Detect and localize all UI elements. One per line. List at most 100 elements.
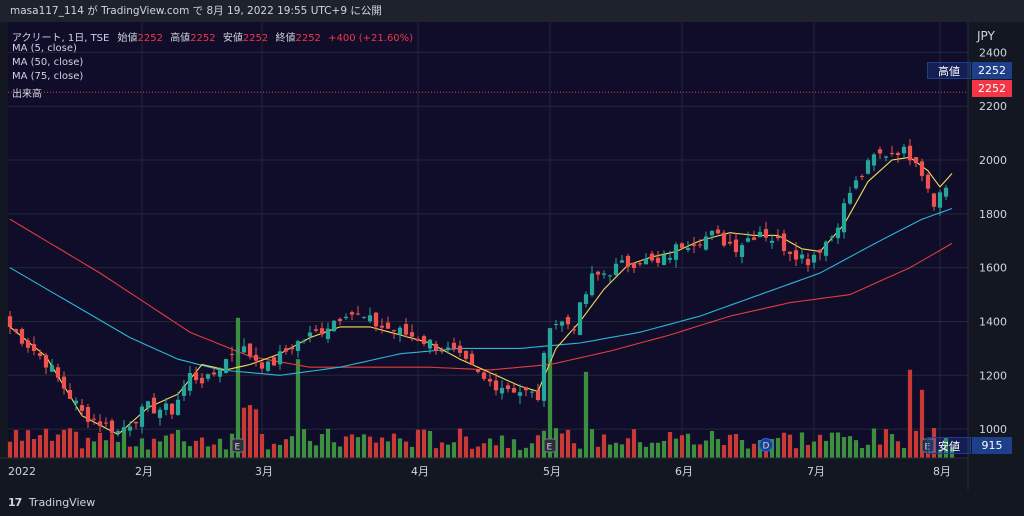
volume-bar bbox=[493, 445, 499, 458]
candle-body bbox=[805, 259, 811, 266]
volume-bar bbox=[793, 448, 799, 458]
candle-body bbox=[487, 378, 493, 382]
volume-bar bbox=[295, 359, 301, 458]
footer-brand[interactable]: TradingView bbox=[28, 496, 96, 509]
candle-body bbox=[427, 339, 433, 349]
candle-body bbox=[409, 332, 415, 337]
volume-bar bbox=[901, 447, 907, 458]
volume-bar bbox=[799, 432, 805, 458]
candle-body bbox=[403, 324, 409, 335]
candle-body bbox=[349, 312, 355, 315]
volume-bar bbox=[283, 439, 289, 458]
volume-bar bbox=[337, 446, 343, 458]
candle-body bbox=[175, 399, 181, 415]
gridlines bbox=[8, 22, 968, 458]
candle-body bbox=[727, 241, 733, 244]
legend-volume[interactable]: 出来高 bbox=[12, 89, 42, 100]
plot-background bbox=[8, 22, 968, 458]
low-value: 2252 bbox=[242, 33, 269, 44]
volume-bar bbox=[487, 438, 493, 458]
candle-body bbox=[37, 353, 43, 356]
candle-body bbox=[343, 316, 349, 319]
legend-ma50[interactable]: MA (50, close) bbox=[12, 57, 84, 68]
candle-body bbox=[325, 328, 331, 339]
y-tick-label: 1400 bbox=[979, 315, 1007, 328]
candle-body bbox=[673, 244, 679, 260]
candle-body bbox=[367, 315, 373, 322]
candle-body bbox=[529, 391, 535, 393]
footer: 17 TradingView bbox=[0, 490, 1024, 516]
legend-ma75[interactable]: MA (75, close) bbox=[12, 71, 84, 82]
volume-bar bbox=[169, 433, 175, 458]
candle-body bbox=[889, 153, 895, 155]
candle-body bbox=[157, 409, 163, 418]
candle-body bbox=[211, 372, 217, 375]
volume-bar bbox=[865, 444, 871, 458]
candle-body bbox=[385, 322, 391, 329]
candle-body bbox=[817, 249, 823, 253]
volume-bar bbox=[781, 432, 787, 458]
candle-body bbox=[283, 348, 289, 352]
candle-body bbox=[43, 355, 49, 368]
volume-bar bbox=[61, 429, 67, 458]
candle-body bbox=[355, 313, 361, 315]
volume-bar bbox=[529, 443, 535, 458]
candle-body bbox=[187, 372, 193, 391]
candle-body bbox=[811, 254, 817, 263]
volume-bar bbox=[85, 437, 91, 458]
volume-bar bbox=[913, 430, 919, 458]
candle-body bbox=[571, 329, 577, 331]
candle-body bbox=[49, 365, 55, 372]
volume-bar bbox=[535, 435, 541, 458]
candle-body bbox=[421, 336, 427, 344]
volume-bar bbox=[565, 429, 571, 458]
legend-ma5[interactable]: MA (5, close) bbox=[12, 43, 77, 54]
volume-bar bbox=[367, 436, 373, 458]
volume-bar bbox=[823, 440, 829, 458]
candle-body bbox=[709, 230, 715, 236]
last-price-tag: 2252 bbox=[972, 80, 1012, 97]
candle-body bbox=[463, 350, 469, 359]
volume-bar bbox=[343, 436, 349, 458]
earnings-marker-label: E bbox=[547, 443, 553, 453]
high-tag-value: 2252 bbox=[972, 62, 1012, 79]
volume-bar bbox=[517, 449, 523, 458]
candle-body bbox=[745, 238, 751, 242]
candle-body bbox=[619, 260, 625, 263]
candle-body bbox=[379, 325, 385, 328]
x-tick-label: 2022 bbox=[8, 465, 36, 478]
candle-body bbox=[865, 160, 871, 174]
x-tick-label: 6月 bbox=[675, 465, 693, 478]
x-tick-label: 2月 bbox=[135, 465, 153, 478]
volume-bar bbox=[601, 434, 607, 458]
candle-body bbox=[445, 347, 451, 351]
y-tick-label: 2200 bbox=[979, 100, 1007, 113]
volume-bar bbox=[133, 446, 139, 458]
dividend-marker-label: D bbox=[763, 442, 770, 452]
candle-body bbox=[439, 350, 445, 352]
volume-bar bbox=[619, 444, 625, 458]
candle-body bbox=[721, 232, 727, 246]
volume-bar bbox=[673, 438, 679, 458]
volume-bar bbox=[607, 444, 613, 458]
volume-bar bbox=[649, 442, 655, 458]
volume-bar bbox=[463, 436, 469, 458]
candle-body bbox=[541, 353, 547, 401]
low-label: 安値 bbox=[222, 33, 243, 44]
x-tick-label: 8月 bbox=[933, 465, 951, 478]
high-label: 高値 bbox=[170, 33, 191, 44]
high-value: 2252 bbox=[190, 33, 216, 44]
candle-body bbox=[595, 271, 601, 275]
candle-body bbox=[271, 357, 277, 366]
moving-averages bbox=[9, 156, 953, 436]
candlesticks bbox=[7, 139, 949, 437]
earnings-marker bbox=[921, 438, 935, 453]
legend-ohlc[interactable]: アクリート, 1日, TSE 始値2252 高値2252 安値2252 終値22… bbox=[12, 29, 413, 44]
volume-bar bbox=[409, 446, 415, 458]
volume-bar bbox=[475, 446, 481, 458]
candle-body bbox=[217, 370, 223, 377]
volume-bar bbox=[853, 440, 859, 458]
volume-bar bbox=[679, 435, 685, 458]
volume-bar bbox=[907, 369, 913, 458]
